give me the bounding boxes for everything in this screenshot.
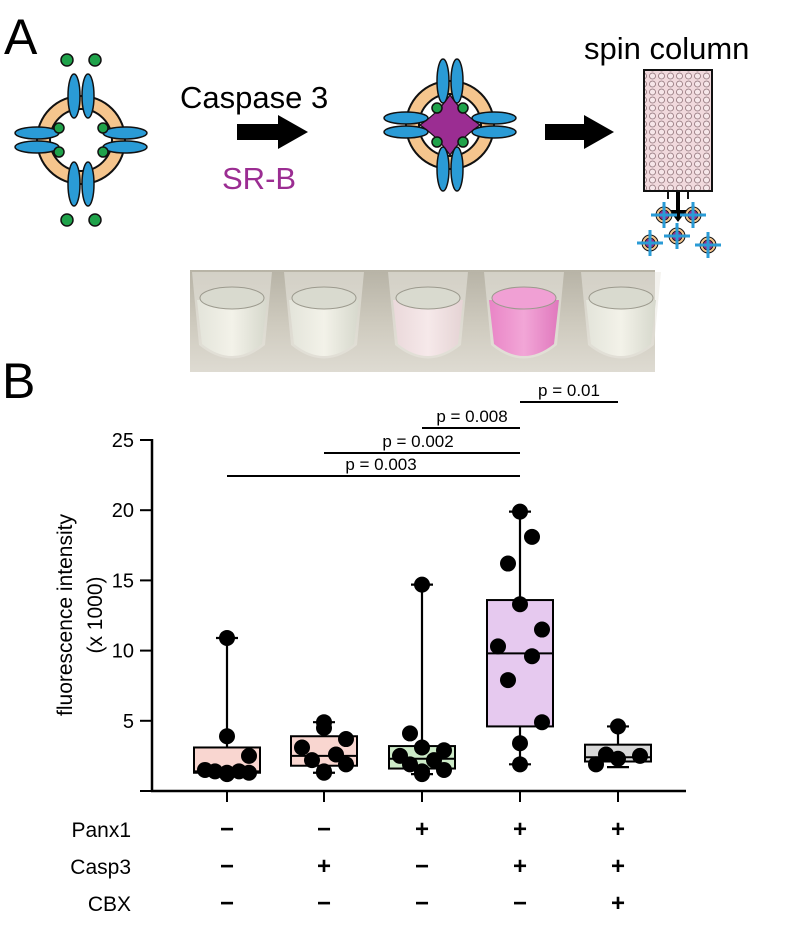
mini-liposome-icon <box>637 230 663 256</box>
y-tick-label: 15 <box>112 570 134 592</box>
y-tick-label: 10 <box>112 641 134 663</box>
plus-sign: + <box>611 890 625 917</box>
data-point <box>328 746 344 763</box>
y-tick-label: 25 <box>112 430 134 452</box>
tube-2 <box>284 272 364 359</box>
srb-label: SR-B <box>222 161 296 196</box>
plus-sign: + <box>513 816 527 843</box>
plus-sign: + <box>513 853 527 880</box>
p-value-label: p = 0.01 <box>538 381 600 400</box>
minus-sign: − <box>220 816 234 843</box>
p-value-label: p = 0.008 <box>436 407 507 426</box>
tube-5 <box>581 272 661 359</box>
minus-sign: − <box>317 890 331 917</box>
data-point <box>316 714 332 731</box>
tubes-photo <box>190 270 661 372</box>
condition-label-cbx: CBX <box>88 893 131 916</box>
data-point <box>512 596 528 613</box>
data-point <box>392 747 408 764</box>
data-point <box>304 752 320 769</box>
data-point <box>588 756 604 773</box>
data-point <box>241 747 257 764</box>
p-value-label: p = 0.003 <box>345 455 416 474</box>
data-point <box>316 763 332 780</box>
box-group-1 <box>193 629 261 783</box>
minus-sign: − <box>317 816 331 843</box>
box-group-5 <box>584 718 652 773</box>
data-point <box>534 714 550 731</box>
data-point <box>414 763 430 780</box>
condition-label-panx1: Panx1 <box>71 819 131 842</box>
minus-sign: − <box>220 890 234 917</box>
box-group-3 <box>388 576 456 783</box>
data-point <box>610 750 626 767</box>
minus-sign: − <box>415 890 429 917</box>
minus-sign: − <box>220 853 234 880</box>
y-axis-label-units: (x 1000) <box>84 576 107 653</box>
data-point <box>197 761 213 778</box>
mini-liposome-icon <box>664 223 690 249</box>
minus-sign: − <box>513 890 527 917</box>
data-point <box>414 739 430 756</box>
mini-liposome-icon <box>651 202 677 228</box>
data-point <box>338 756 354 773</box>
liposome-empty-icon <box>14 53 148 227</box>
y-tick-label: 20 <box>112 500 134 522</box>
data-point <box>512 503 528 520</box>
panel-a-letter: A <box>4 9 38 65</box>
data-point <box>524 528 540 545</box>
arrow-2-icon <box>545 115 614 149</box>
minus-sign: − <box>415 853 429 880</box>
data-point <box>500 555 516 572</box>
data-point <box>338 731 354 748</box>
data-point <box>490 638 506 655</box>
spin-column-icon <box>643 69 713 222</box>
plus-sign: + <box>611 853 625 880</box>
plus-sign: + <box>317 853 331 880</box>
box-group-2 <box>290 714 358 781</box>
box-group-4 <box>486 503 554 773</box>
data-point <box>402 725 418 742</box>
tube-1 <box>192 272 272 359</box>
mini-liposome-icon <box>695 232 721 258</box>
data-point <box>219 764 235 781</box>
plus-sign: + <box>611 816 625 843</box>
data-point <box>219 629 235 646</box>
tube-3 <box>388 272 468 359</box>
data-point <box>231 763 247 780</box>
data-point <box>534 621 550 638</box>
tube-4 <box>484 272 564 359</box>
plus-sign: + <box>415 816 429 843</box>
data-point <box>436 742 452 759</box>
data-point <box>610 718 626 735</box>
data-point <box>219 728 235 745</box>
data-point <box>598 746 614 763</box>
box <box>486 599 554 728</box>
condition-label-casp3: Casp3 <box>70 856 131 879</box>
box-plot: 5 10 15 20 25 fluorescence intensity (x 1000) p… <box>54 381 686 917</box>
data-point <box>500 672 516 689</box>
spin-column-label: spin column <box>584 31 749 66</box>
y-axis-label: fluorescence intensity <box>54 514 77 716</box>
data-point <box>512 735 528 752</box>
data-point <box>436 761 452 778</box>
data-point <box>524 648 540 665</box>
data-point <box>426 752 442 769</box>
mini-liposome-icon <box>680 202 706 228</box>
data-point <box>414 576 430 593</box>
panel-b-letter: B <box>2 353 35 409</box>
data-point <box>632 747 648 764</box>
p-value-label: p = 0.002 <box>382 432 453 451</box>
y-tick-label: 5 <box>123 711 134 733</box>
caspase-label: Caspase 3 <box>180 80 328 115</box>
data-point <box>294 739 310 756</box>
data-point <box>512 756 528 773</box>
liposome-dye-filled-icon <box>383 58 517 192</box>
eluted-liposomes-icon <box>637 202 721 258</box>
arrow-1-icon <box>237 115 308 149</box>
